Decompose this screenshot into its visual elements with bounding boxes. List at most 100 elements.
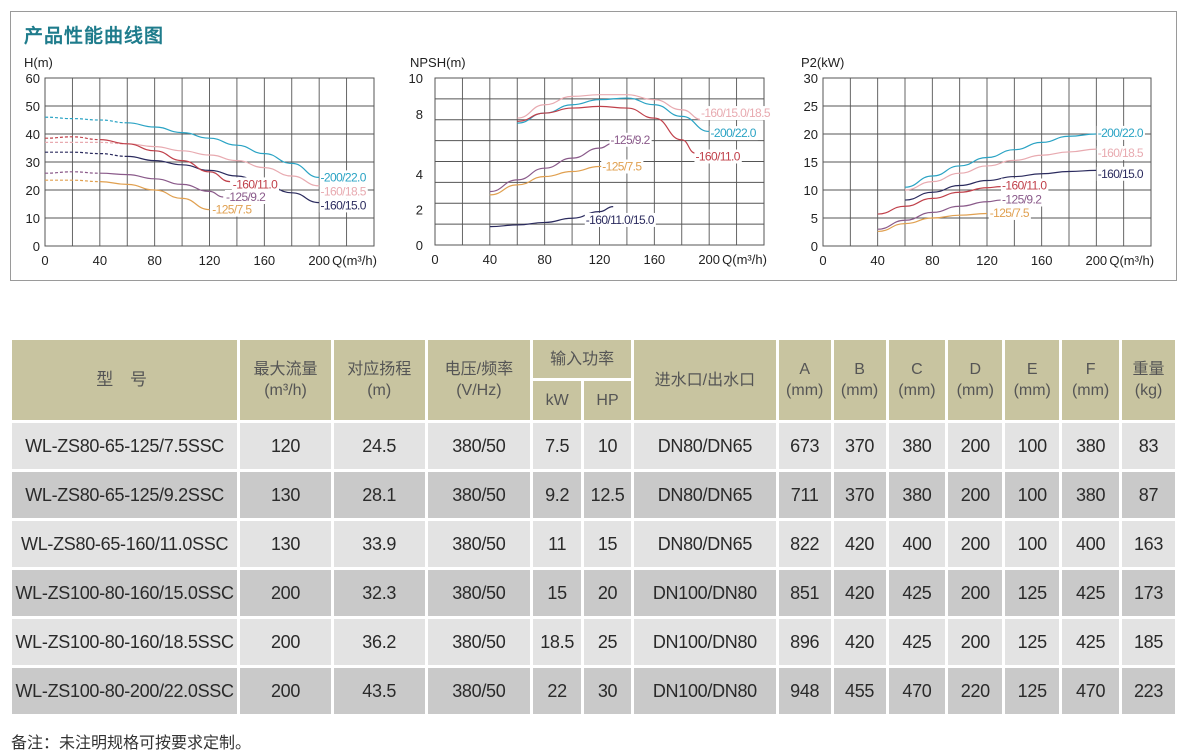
series-label: -160/11.0/15.0 [586, 213, 655, 227]
cell-f: 425 [1062, 619, 1120, 665]
cell-head: 36.2 [333, 619, 425, 665]
cell-e: 100 [1005, 521, 1060, 567]
table-row: WL-ZS80-65-160/11.0SSC 130 33.9 380/50 1… [12, 521, 1175, 567]
y-tick: 0 [416, 238, 423, 253]
series-line [489, 142, 614, 193]
performance-curves-panel [10, 11, 1177, 281]
x-tick: 120 [589, 252, 611, 267]
cell-weight: 185 [1122, 619, 1175, 665]
x-tick: 0 [431, 252, 438, 267]
series-label: -125/7.5 [990, 206, 1030, 220]
series-label: -160/15.0 [1098, 167, 1144, 181]
cell-ports: DN80/DN65 [634, 521, 776, 567]
cell-voltage: 380/50 [427, 668, 531, 714]
cell-head: 32.3 [333, 570, 425, 616]
cell-head: 24.5 [333, 423, 425, 469]
cell-model: WL-ZS100-80-200/22.0SSC [12, 668, 238, 714]
cell-weight: 83 [1122, 423, 1175, 469]
series-line [127, 122, 320, 178]
series-label: -160/11.0 [1002, 179, 1047, 193]
cell-a: 948 [778, 668, 831, 714]
cell-f: 380 [1062, 423, 1120, 469]
y-axis-title: P2(kW) [801, 55, 844, 70]
cell-d: 200 [948, 472, 1003, 518]
series-line-dashed [44, 136, 100, 141]
y-tick: 0 [811, 239, 818, 254]
series-line [99, 172, 224, 198]
x-tick: 0 [819, 253, 826, 268]
x-tick: 120 [976, 253, 998, 268]
cell-weight: 87 [1122, 472, 1175, 518]
x-axis-title: Q(m³/h) [722, 252, 767, 267]
series-line [877, 199, 1001, 230]
y-tick: 25 [804, 99, 818, 114]
series-line [904, 169, 1097, 201]
header-b: B (mm) [833, 340, 886, 420]
x-tick: 40 [483, 252, 497, 267]
cell-flow: 130 [240, 472, 331, 518]
header-e: E (mm) [1005, 340, 1060, 420]
cell-hp: 20 [584, 570, 631, 616]
cell-d: 200 [948, 423, 1003, 469]
cell-head: 43.5 [333, 668, 425, 714]
x-tick: 160 [253, 253, 275, 268]
x-tick: 200 [698, 252, 720, 267]
cell-d: 200 [948, 570, 1003, 616]
x-tick: 120 [199, 253, 221, 268]
y-tick: 60 [26, 71, 40, 86]
cell-f: 380 [1062, 472, 1120, 518]
series-label: -160/18.5 [321, 184, 367, 198]
cell-head: 28.1 [333, 472, 425, 518]
series-line [877, 212, 988, 233]
cell-head: 33.9 [333, 521, 425, 567]
series-label: -125/9.2 [226, 190, 266, 204]
cell-b: 420 [833, 619, 886, 665]
y-axis-title: NPSH(m) [410, 55, 466, 70]
series-line [127, 143, 320, 187]
series-line [904, 148, 1097, 191]
cell-voltage: 380/50 [427, 423, 531, 469]
cell-flow: 120 [240, 423, 331, 469]
series-line [517, 105, 696, 154]
header-model: 型 号 [12, 340, 238, 420]
header-max-flow: 最大流量 (m³/h) [240, 340, 331, 420]
cell-b: 455 [833, 668, 886, 714]
cell-weight: 223 [1122, 668, 1175, 714]
table-row: WL-ZS80-65-125/7.5SSC 120 24.5 380/50 7.… [12, 423, 1175, 469]
header-a: A (mm) [778, 340, 831, 420]
y-tick: 15 [804, 155, 818, 170]
cell-hp: 30 [584, 668, 631, 714]
header-d: D (mm) [948, 340, 1003, 420]
series-label: -125/7.5 [212, 203, 252, 217]
cell-a: 851 [778, 570, 831, 616]
cell-kw: 11 [533, 521, 582, 567]
cell-model: WL-ZS100-80-160/15.0SSC [12, 570, 238, 616]
cell-hp: 10 [584, 423, 631, 469]
series-line-dashed [44, 171, 100, 174]
cell-c: 380 [888, 472, 946, 518]
cell-b: 370 [833, 472, 886, 518]
cell-kw: 18.5 [533, 619, 582, 665]
cell-e: 125 [1005, 619, 1060, 665]
cell-voltage: 380/50 [427, 472, 531, 518]
cell-weight: 163 [1122, 521, 1175, 567]
cell-kw: 9.2 [533, 472, 582, 518]
cell-f: 400 [1062, 521, 1120, 567]
series-line [904, 133, 1097, 188]
cell-e: 125 [1005, 570, 1060, 616]
y-tick: 10 [804, 183, 818, 198]
cell-model: WL-ZS80-65-125/7.5SSC [12, 423, 238, 469]
cell-flow: 200 [240, 619, 331, 665]
series-label: -200/22.0 [1098, 126, 1144, 140]
cell-d: 200 [948, 619, 1003, 665]
y-tick: 8 [416, 107, 423, 122]
cell-flow: 200 [240, 668, 331, 714]
header-kw: kW [533, 381, 582, 420]
x-tick: 40 [870, 253, 884, 268]
cell-weight: 173 [1122, 570, 1175, 616]
series-label: -160/11.0 [695, 149, 740, 163]
series-label: -160/15.0/18.5 [701, 106, 771, 120]
series-line-dashed [44, 141, 128, 145]
cell-b: 420 [833, 570, 886, 616]
x-tick: 40 [93, 253, 107, 268]
